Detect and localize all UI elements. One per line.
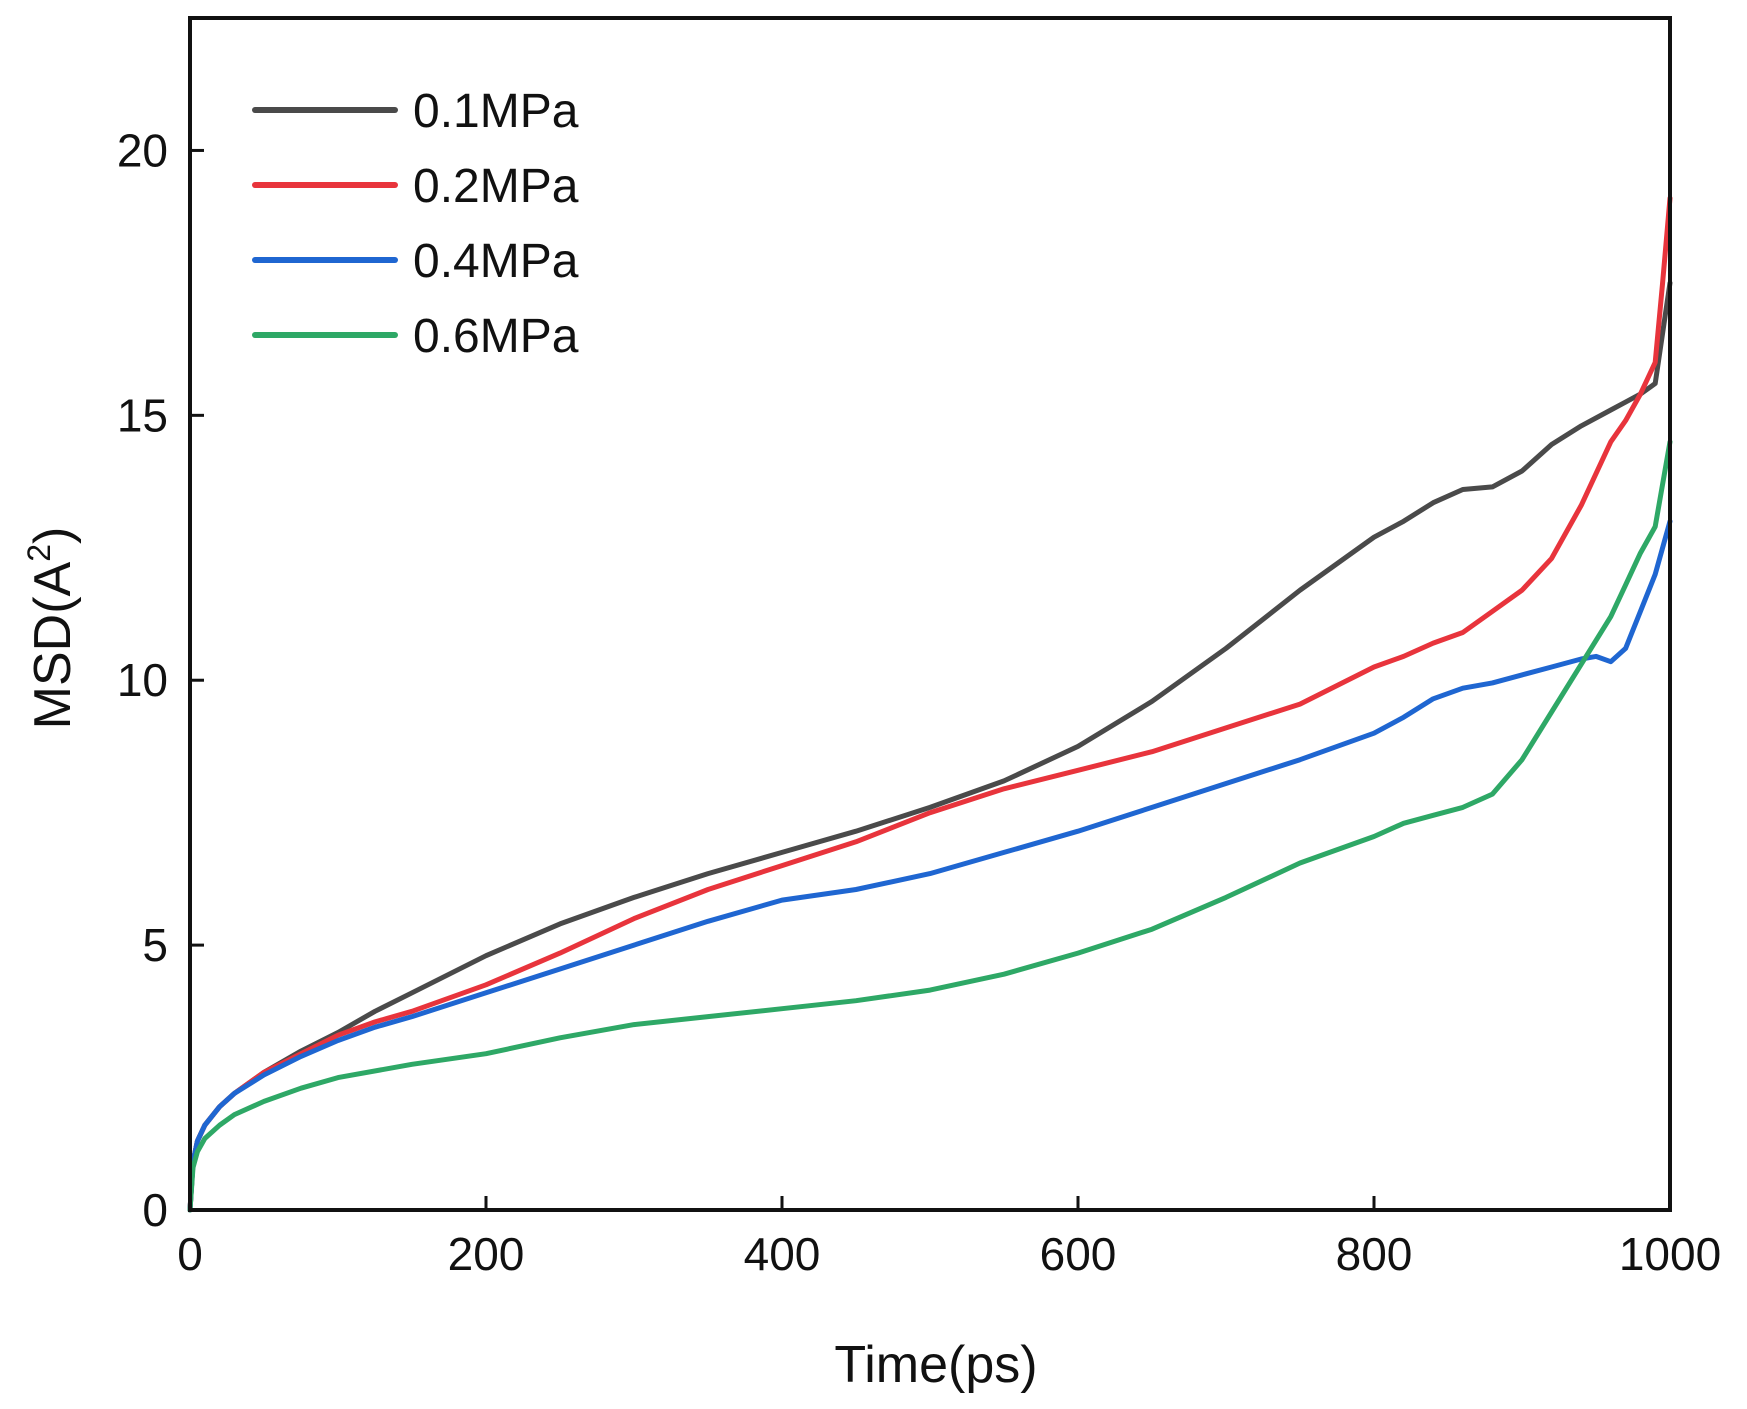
x-axis-title: Time(ps) [834, 1336, 1037, 1394]
y-tick-label-1: 5 [142, 919, 168, 971]
x-tick-label-0: 0 [177, 1228, 203, 1280]
plot-frame [188, 16, 1672, 1212]
y-tick-label-0: 0 [142, 1184, 168, 1236]
legend-label-0: 0.1MPa [413, 85, 579, 138]
x-tick-label-3: 600 [1040, 1228, 1117, 1280]
axis-layer: 0 200 400 600 800 1000 0 5 10 15 20 [117, 16, 1721, 1280]
legend-label-1: 0.2MPa [413, 160, 579, 213]
y-tick-label-2: 10 [117, 654, 168, 706]
x-tick-label-2: 400 [744, 1228, 821, 1280]
y-tick-label-3: 15 [117, 389, 168, 441]
x-tick-label-5: 1000 [1619, 1228, 1721, 1280]
series-line-0 [187, 280, 1673, 1213]
y-axis-title-suffix: ) [24, 527, 82, 544]
y-axis-title-superscript: 2 [21, 544, 57, 562]
x-tick-label-1: 200 [448, 1228, 525, 1280]
y-axis-title-main: MSD(A [24, 561, 82, 729]
x-tick-label-4: 800 [1336, 1228, 1413, 1280]
series-line-1 [187, 195, 1673, 1213]
y-axis-title: MSD(A2) [21, 527, 82, 730]
legend-label-2: 0.4MPa [413, 235, 579, 288]
legend: 0.1MPa 0.2MPa 0.4MPa 0.6MPa [252, 85, 579, 363]
series-layer [187, 195, 1673, 1213]
series-line-2 [187, 518, 1673, 1213]
series-line-3 [187, 439, 1673, 1213]
y-tick-label-4: 20 [117, 124, 168, 176]
legend-label-3: 0.6MPa [413, 310, 579, 363]
